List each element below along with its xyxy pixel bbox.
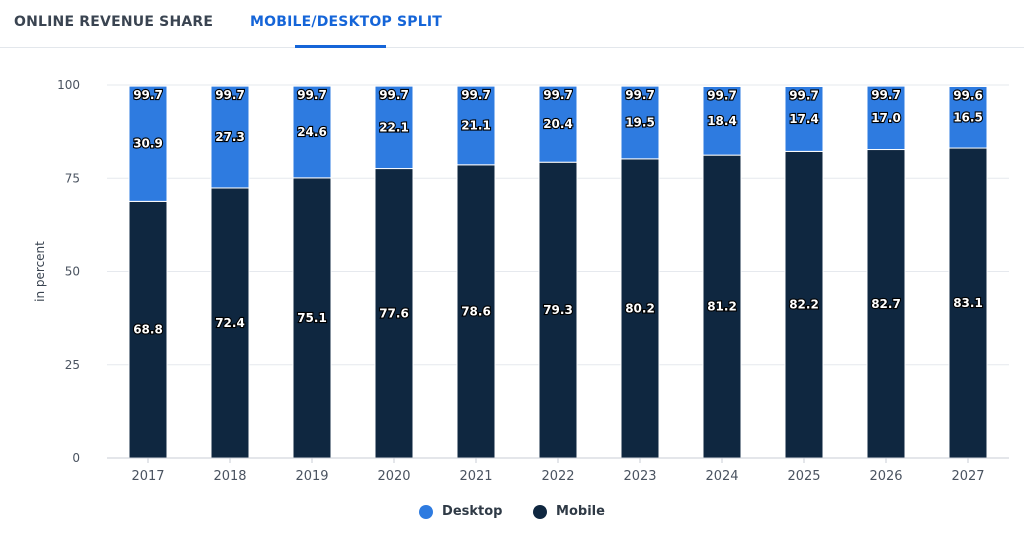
data-label-total: 99.7	[133, 88, 163, 102]
chart-area: 0 25 50 75 100 in percent 68.8 30.9 99.7 2017 72.4…	[0, 48, 1024, 555]
y-tick-label: 0	[72, 451, 80, 465]
data-label-mobile: 79.3	[543, 303, 573, 317]
tab-bar: ONLINE REVENUE SHARE MOBILE/DESKTOP SPLI…	[0, 0, 1024, 48]
data-label-total: 99.7	[461, 88, 491, 102]
data-label-mobile: 77.6	[379, 306, 409, 320]
bar-mobile-2026	[866, 149, 906, 459]
data-label-mobile: 81.2	[707, 300, 737, 314]
data-label-desktop: 16.5	[953, 110, 983, 124]
data-label-total: 99.7	[871, 88, 901, 102]
x-tick-label: 2020	[377, 469, 410, 484]
legend-item-desktop[interactable]: Desktop	[419, 504, 503, 519]
bar-desktop-2026	[866, 85, 906, 151]
x-tick-label: 2019	[295, 469, 328, 484]
data-label-mobile: 82.7	[871, 297, 901, 311]
bar-mobile-2025	[784, 150, 824, 459]
data-label-total: 99.7	[543, 88, 573, 102]
bar-desktop-2023	[620, 85, 660, 160]
legend-label-mobile: Mobile	[556, 504, 605, 519]
data-label-total: 99.7	[707, 88, 737, 102]
bar-desktop-2022	[538, 85, 578, 163]
x-tick-label: 2027	[951, 469, 984, 484]
data-label-mobile: 75.1	[297, 311, 327, 325]
legend-item-mobile[interactable]: Mobile	[533, 504, 605, 519]
data-label-total: 99.7	[297, 88, 327, 102]
x-tick-label: 2017	[131, 469, 164, 484]
data-label-total: 99.7	[789, 88, 819, 102]
x-tick-label: 2022	[541, 469, 574, 484]
bar-mobile-2020	[374, 168, 414, 459]
y-tick-label: 75	[65, 171, 80, 185]
data-label-mobile: 68.8	[133, 323, 163, 337]
bar-desktop-2017	[128, 85, 168, 202]
data-label-total: 99.7	[625, 88, 655, 102]
active-tab-indicator	[295, 45, 386, 48]
legend-dot-desktop	[419, 504, 434, 519]
stacked-bar-chart: 0 25 50 75 100 in percent 68.8 30.9 99.7 2017 72.4…	[33, 78, 1009, 484]
data-label-desktop: 27.3	[215, 130, 245, 144]
bar-desktop-2019	[292, 85, 332, 179]
data-label-mobile: 80.2	[625, 301, 655, 315]
legend-label-desktop: Desktop	[442, 504, 503, 519]
data-label-mobile: 72.4	[215, 316, 245, 330]
data-label-desktop: 18.4	[707, 114, 737, 128]
data-label-desktop: 24.6	[297, 125, 327, 139]
data-label-total: 99.7	[215, 88, 245, 102]
bar-mobile-2027	[948, 147, 988, 459]
bar-mobile-2021	[456, 164, 496, 459]
bar-mobile-2017	[128, 200, 168, 459]
data-label-mobile: 83.1	[953, 296, 983, 310]
tab-online-revenue-share[interactable]: ONLINE REVENUE SHARE	[14, 14, 214, 30]
data-label-desktop: 30.9	[133, 137, 163, 151]
y-axis-title: in percent	[33, 241, 47, 302]
x-tick-label: 2024	[705, 469, 738, 484]
y-tick-label: 100	[57, 78, 80, 92]
x-tick-label: 2021	[459, 469, 492, 484]
data-label-desktop: 21.1	[461, 118, 491, 132]
bar-desktop-2021	[456, 85, 496, 166]
y-tick-label: 50	[65, 265, 80, 279]
legend: Desktop Mobile	[0, 504, 1024, 526]
data-label-mobile: 78.6	[461, 304, 491, 318]
data-label-mobile: 82.2	[789, 298, 819, 312]
bar-desktop-2027	[948, 85, 988, 149]
x-tick-label: 2026	[869, 469, 902, 484]
data-label-total: 99.7	[379, 88, 409, 102]
data-label-desktop: 22.1	[379, 120, 409, 134]
data-label-desktop: 17.0	[871, 111, 901, 125]
bar-desktop-2024	[702, 85, 742, 156]
x-tick-label: 2018	[213, 469, 246, 484]
bar-mobile-2018	[210, 187, 250, 459]
x-tick-label: 2023	[623, 469, 656, 484]
bar-desktop-2018	[210, 85, 250, 189]
y-tick-label: 25	[65, 358, 80, 372]
x-tick-label: 2025	[787, 469, 820, 484]
legend-dot-mobile	[533, 504, 548, 519]
data-label-desktop: 19.5	[625, 115, 655, 129]
bar-mobile-2023	[620, 158, 660, 459]
tab-mobile-desktop-split[interactable]: MOBILE/DESKTOP SPLIT	[250, 14, 443, 30]
bar-mobile-2022	[538, 161, 578, 459]
data-label-total: 99.6	[953, 88, 983, 102]
bar-desktop-2025	[784, 85, 824, 152]
data-label-desktop: 17.4	[789, 112, 819, 126]
bar-desktop-2020	[374, 85, 414, 170]
data-label-desktop: 20.4	[543, 117, 573, 131]
